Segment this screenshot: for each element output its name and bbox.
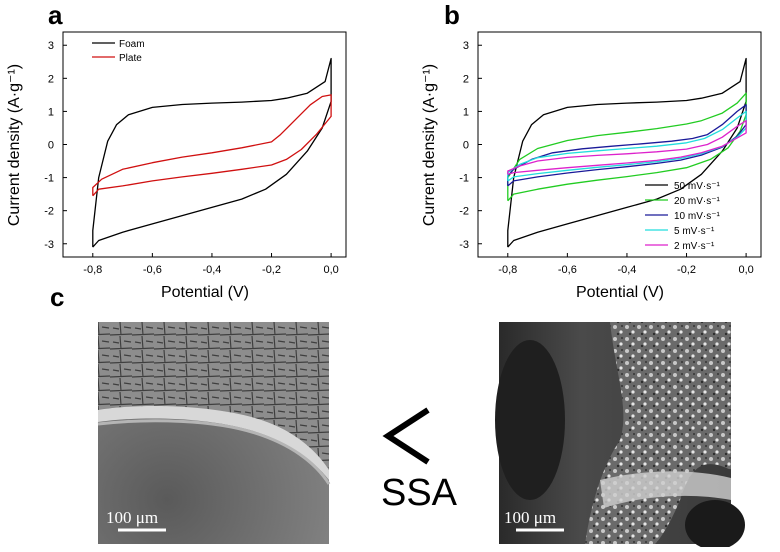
chart-b-ylabel: Current density (A·g⁻¹) bbox=[421, 64, 438, 226]
chart-a-xtick-label: 0,0 bbox=[323, 264, 338, 276]
chart-a-xtick-label: -0,2 bbox=[262, 264, 281, 276]
chart-a-xtick-label: -0,8 bbox=[83, 264, 102, 276]
chart-a-ytick-label: 2 bbox=[48, 73, 54, 85]
chart-a-frame bbox=[62, 31, 347, 258]
legend-label-5: 5 mV·s⁻¹ bbox=[674, 226, 715, 237]
chart-a-ytick-label: -1 bbox=[44, 173, 54, 185]
chart-b-xtick-label: -0,2 bbox=[677, 264, 696, 276]
comparison: SSA bbox=[381, 407, 458, 514]
chart-b-ytick-label: -1 bbox=[459, 173, 469, 185]
chart-b-legend: 50 mV·s⁻¹ 20 mV·s⁻¹ 10 mV·s⁻¹ 5 mV·s⁻¹ 2… bbox=[645, 181, 721, 252]
chart-b-series-3 bbox=[507, 110, 747, 182]
panel-letter-c: c bbox=[50, 282, 64, 312]
chart-a-ylabel: Current density (A·g⁻¹) bbox=[6, 64, 23, 226]
panel-letter-a: a bbox=[48, 0, 63, 30]
chart-b-ytick-label: 0 bbox=[463, 140, 469, 152]
chart-b-ytick-label: 2 bbox=[463, 73, 469, 85]
legend-label-foam: Foam bbox=[119, 39, 145, 50]
chart-a-legend: Foam Plate bbox=[92, 39, 145, 64]
chart-b-series bbox=[507, 57, 747, 248]
chart-b-xlabel: Potential (V) bbox=[576, 284, 664, 301]
chart-a-ytick-label: -3 bbox=[44, 239, 54, 251]
chart-a-xlabel: Potential (V) bbox=[161, 284, 249, 301]
chart-b-ticks: -0,8 -0,6 -0,4 -0,2 0,0 -3 -2 -1 0 1 2 3 bbox=[459, 40, 754, 276]
chart-a-ytick-label: 3 bbox=[48, 40, 54, 52]
scalebar-left-label: 100 μm bbox=[106, 508, 158, 527]
less-than-symbol bbox=[382, 407, 430, 465]
sem-foam-pore bbox=[495, 340, 565, 500]
chart-b-series-1 bbox=[507, 92, 747, 202]
chart-b-series-0 bbox=[507, 57, 747, 248]
chart-b: -0,8 -0,6 -0,4 -0,2 0,0 -3 -2 -1 0 1 2 3 Potential … bbox=[421, 31, 762, 301]
chart-b-frame bbox=[477, 31, 762, 258]
chart-b-ytick-label: -2 bbox=[459, 206, 469, 218]
chart-a-ticks: -0,8 -0,6 -0,4 -0,2 0,0 -3 -2 -1 0 1 2 3 bbox=[44, 40, 339, 276]
ssa-label: SSA bbox=[381, 472, 458, 514]
legend-label-plate: Plate bbox=[119, 53, 142, 64]
legend-label-50: 50 mV·s⁻¹ bbox=[674, 181, 721, 192]
chart-b-xtick-label: -0,8 bbox=[498, 264, 517, 276]
sem-image-plate: 100 μm bbox=[97, 322, 331, 544]
chart-a: -0,8 -0,6 -0,4 -0,2 0,0 -3 -2 -1 0 1 2 3 Potential … bbox=[6, 31, 347, 301]
chart-a-series-0 bbox=[92, 57, 332, 248]
chart-b-xtick-label: -0,6 bbox=[558, 264, 577, 276]
chart-b-xtick-label: -0,4 bbox=[617, 264, 636, 276]
chart-b-xtick-label: 0,0 bbox=[738, 264, 753, 276]
chart-b-ytick-label: 1 bbox=[463, 106, 469, 118]
chart-b-ytick-label: 3 bbox=[463, 40, 469, 52]
chart-a-ytick-label: -2 bbox=[44, 206, 54, 218]
legend-label-10: 10 mV·s⁻¹ bbox=[674, 211, 721, 222]
chart-b-series-4 bbox=[507, 120, 747, 175]
sem-plate-edge-line bbox=[97, 419, 331, 485]
chart-b-ytick-label: -3 bbox=[459, 239, 469, 251]
scalebar-right-label: 100 μm bbox=[504, 508, 556, 527]
sem-foam-hole bbox=[685, 500, 745, 550]
chart-a-ytick-label: 1 bbox=[48, 106, 54, 118]
chart-b-series-2 bbox=[507, 104, 747, 187]
panel-letter-b: b bbox=[444, 0, 460, 30]
legend-label-20: 20 mV·s⁻¹ bbox=[674, 196, 721, 207]
chart-a-series bbox=[92, 57, 332, 248]
sem-foam-bright-band bbox=[600, 471, 731, 508]
chart-a-xtick-label: -0,4 bbox=[202, 264, 221, 276]
chart-a-ytick-label: 0 bbox=[48, 140, 54, 152]
sem-plate-edge bbox=[98, 406, 329, 480]
chart-a-xtick-label: -0,6 bbox=[143, 264, 162, 276]
chart-a-series-1 bbox=[92, 94, 332, 197]
legend-label-2: 2 mV·s⁻¹ bbox=[674, 241, 715, 252]
sem-image-foam: 100 μm bbox=[495, 322, 745, 550]
